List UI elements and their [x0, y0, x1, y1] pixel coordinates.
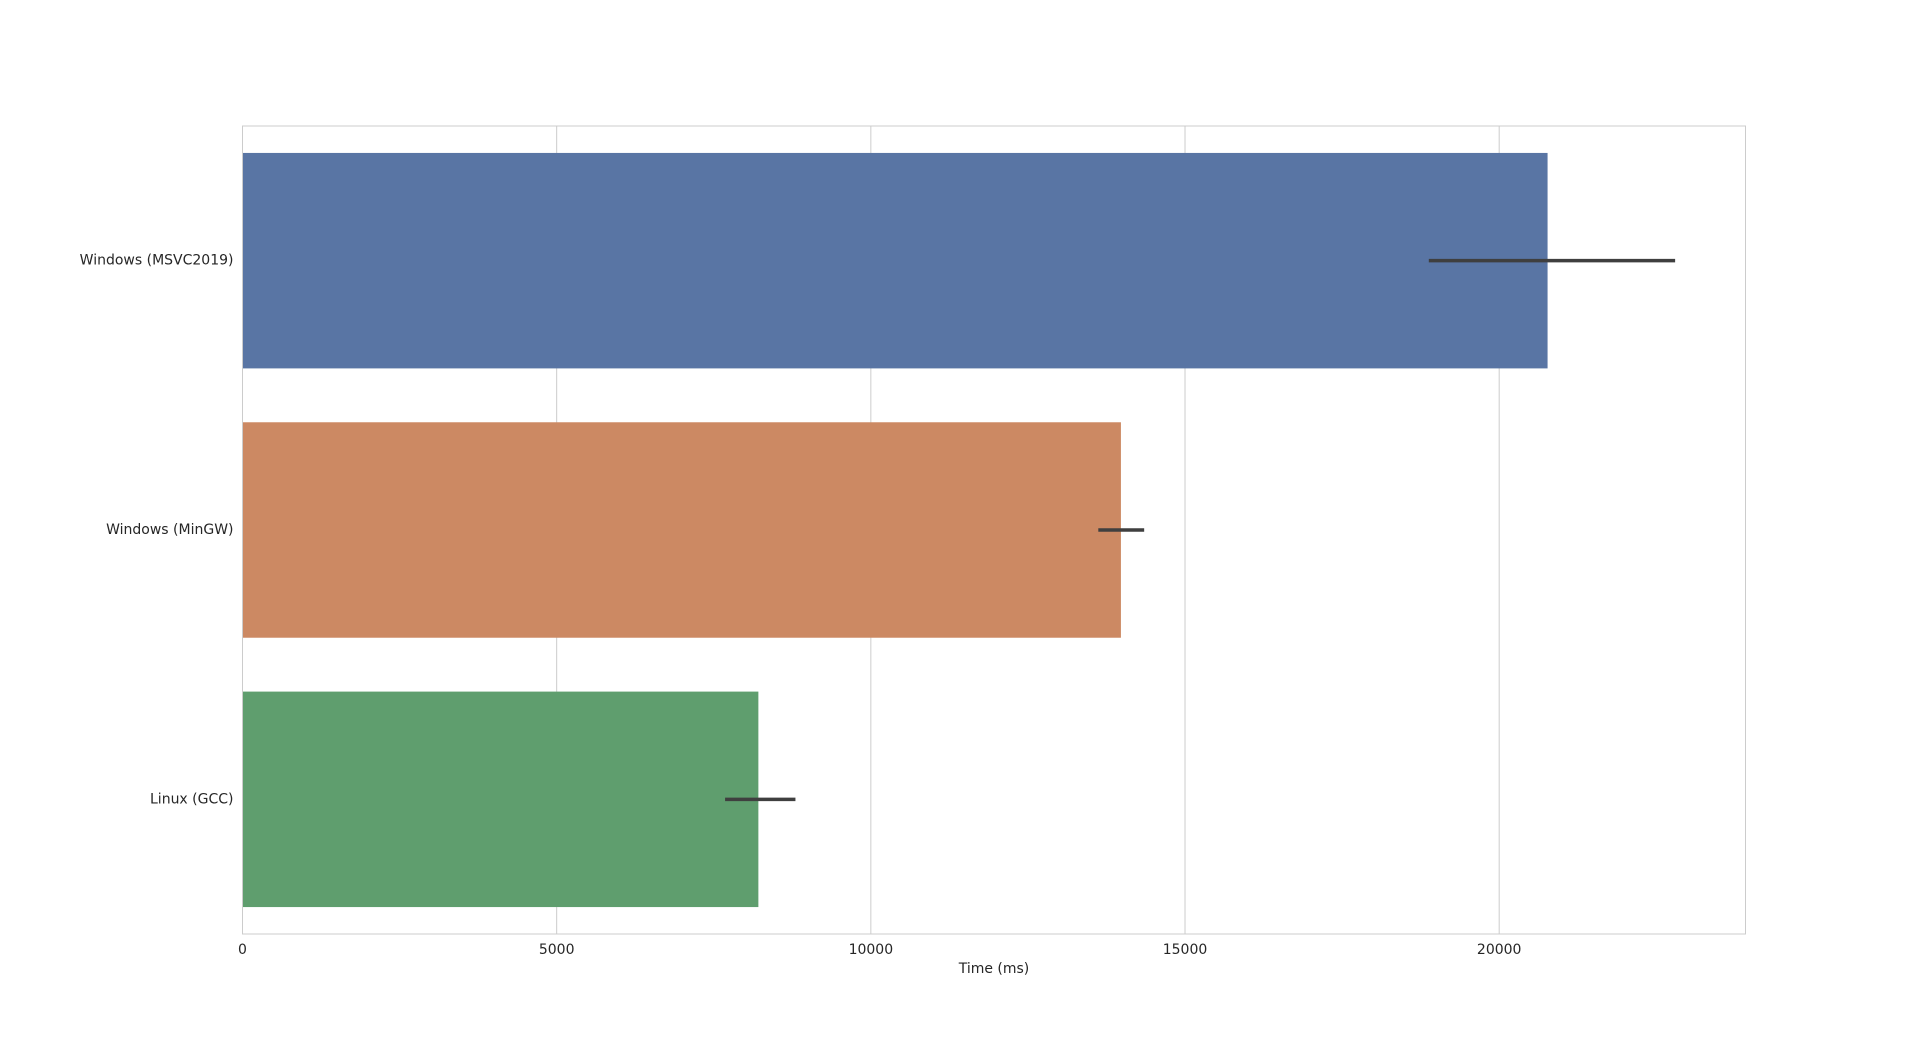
bar — [242, 422, 1121, 638]
x-axis-label: Time (ms) — [958, 961, 1030, 977]
x-tick-label: 5000 — [539, 942, 575, 958]
x-tick-label: 20000 — [1477, 942, 1522, 958]
x-tick-label: 15000 — [1163, 942, 1208, 958]
y-tick-label: Windows (MinGW) — [106, 522, 233, 538]
y-tick-label: Linux (GCC) — [150, 791, 234, 807]
y-tick-label: Windows (MSVC2019) — [80, 253, 234, 269]
x-tick-label: 10000 — [849, 942, 894, 958]
bar — [242, 691, 759, 908]
plot-frame — [242, 125, 1746, 935]
x-tick-label: 0 — [238, 942, 247, 958]
bar — [242, 152, 1548, 369]
